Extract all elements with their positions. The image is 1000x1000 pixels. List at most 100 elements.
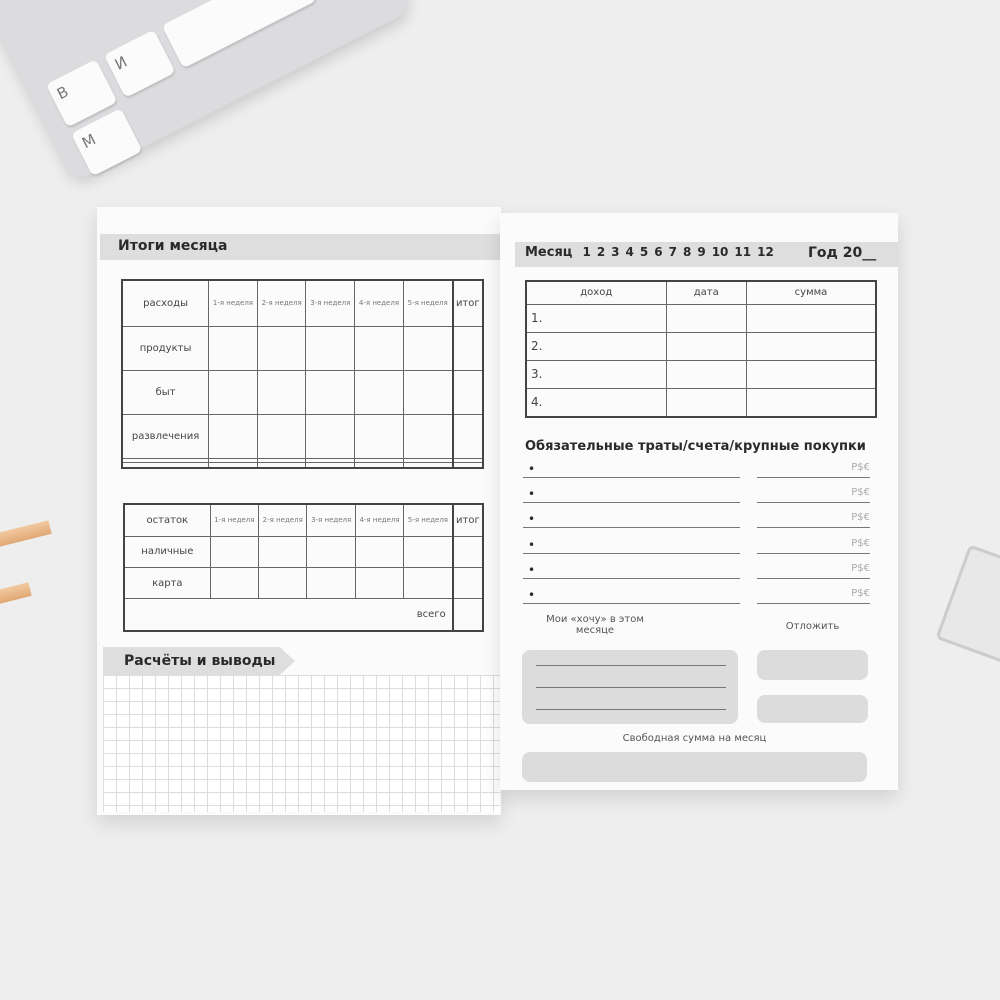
save-box[interactable] [757,695,868,723]
free-sum-box[interactable] [522,752,867,782]
table-cell[interactable] [305,414,356,460]
table-cell[interactable] [305,461,356,469]
table-cell[interactable] [256,325,307,371]
month-number[interactable]: 1 [582,245,591,259]
column-header: 2-я неделя [258,503,308,537]
table-cell[interactable] [256,414,307,460]
table-cell[interactable] [402,369,454,416]
bullet-icon: • [528,588,536,602]
table-cell[interactable] [451,566,484,600]
month-number[interactable]: 5 [639,245,649,259]
wants-box[interactable] [522,650,738,724]
month-number[interactable]: 7 [668,245,677,259]
table-cell[interactable] [306,535,356,568]
row-label: развлечения [121,414,210,460]
table-row: всего [123,598,484,632]
amount-line[interactable] [757,502,870,504]
column-header: 1-я неделя [208,279,258,327]
table-cell[interactable] [306,566,356,600]
table-cell[interactable] [451,325,484,371]
expense-line[interactable] [523,552,740,554]
table-cell[interactable] [208,461,258,469]
expense-line[interactable] [523,502,740,504]
table-cell[interactable] [208,414,258,460]
amount-line[interactable] [757,552,870,554]
table-cell[interactable] [354,369,404,416]
table-cell[interactable] [746,359,877,389]
column-header: 1-я неделя [209,503,260,537]
table-cell[interactable] [451,414,484,460]
table-cell[interactable] [451,369,484,416]
table-cell[interactable] [402,461,454,469]
table-cell[interactable] [354,566,405,600]
table-cell[interactable] [402,325,454,371]
month-number[interactable]: 3 [611,245,620,259]
table-cell[interactable] [746,303,877,333]
table-cell[interactable] [354,325,404,371]
table-cell[interactable] [305,325,356,371]
currency-label: P$€ [851,537,870,549]
notes-grid[interactable] [103,675,500,812]
month-number[interactable]: 6 [654,245,663,259]
row-number: 2. [525,331,667,361]
table-cell[interactable] [665,303,747,333]
month-number[interactable]: 2 [596,245,606,259]
summary-header-bar [100,234,500,260]
amount-line[interactable] [757,577,870,579]
month-number[interactable]: 9 [697,245,706,259]
expense-line[interactable] [523,477,740,478]
amount-line[interactable] [757,603,870,604]
table-cell[interactable] [403,535,454,568]
table-cell[interactable] [402,414,454,460]
table-cell[interactable] [208,369,258,416]
save-box[interactable] [757,650,868,680]
month-number[interactable]: 12 [757,245,774,259]
month-number[interactable]: 10 [711,245,729,259]
table-cell[interactable] [746,387,877,418]
month-number[interactable]: 4 [625,245,634,259]
bullet-icon: • [528,462,536,476]
month-number[interactable]: 8 [682,245,692,259]
bullet-icon: • [528,537,536,552]
column-header: 4-я неделя [354,503,405,537]
table-cell[interactable] [665,331,747,361]
row-label: быт [121,369,210,416]
expense-line[interactable] [523,603,740,604]
table-row [121,461,484,469]
table-cell[interactable] [208,325,258,371]
column-header: 3-я неделя [306,503,356,537]
table-cell[interactable] [209,566,260,600]
table-cell[interactable] [665,387,747,418]
total-cell[interactable] [451,598,484,632]
table-cell[interactable] [305,369,356,416]
table-cell[interactable] [354,414,404,460]
amount-line[interactable] [757,477,870,478]
table-cell[interactable] [256,369,307,416]
table-cell[interactable] [354,535,405,568]
expense-line[interactable] [523,577,740,579]
currency-label: P$€ [851,462,870,473]
income-table: доход дата сумма 1. 2. 3. 4. [525,280,877,418]
table-cell[interactable] [258,535,308,568]
row-label: наличные [123,535,211,568]
table-cell[interactable] [209,535,260,568]
column-header: 5-я неделя [403,503,454,537]
table-header-row: остаток 1-я неделя 2-я неделя 3-я неделя 4-я… [123,503,484,537]
month-selector: Месяц 1 2 3 4 5 6 7 8 9 10 11 12 [525,245,774,260]
table-cell[interactable] [665,359,747,389]
column-header: сумма [746,280,877,305]
table-cell[interactable] [354,461,404,469]
currency-label: P$€ [851,487,870,499]
month-number[interactable]: 11 [734,245,752,259]
table-cell[interactable] [258,566,308,600]
table-cell[interactable] [256,461,307,469]
table-cell[interactable] [451,535,484,568]
table-cell[interactable] [451,461,484,469]
column-header: остаток [123,503,211,537]
expense-line[interactable] [523,527,740,529]
notes-header-bar [103,647,295,675]
write-line [536,687,726,688]
amount-line[interactable] [757,527,870,529]
table-cell[interactable] [403,566,454,600]
table-cell[interactable] [746,331,877,361]
